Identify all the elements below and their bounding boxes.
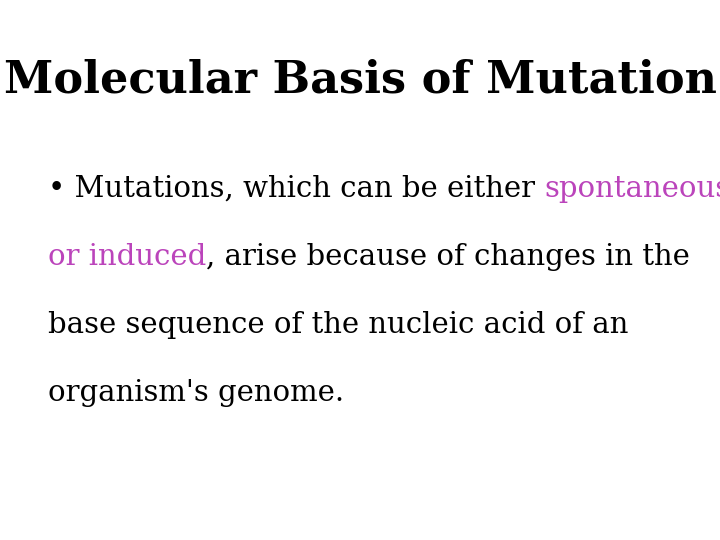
Text: spontaneous: spontaneous	[544, 175, 720, 203]
Text: or induced: or induced	[48, 243, 206, 271]
Text: , arise because of changes in the: , arise because of changes in the	[206, 243, 690, 271]
Text: base sequence of the nucleic acid of an: base sequence of the nucleic acid of an	[48, 311, 629, 339]
Text: Molecular Basis of Mutation: Molecular Basis of Mutation	[4, 58, 716, 102]
Text: organism's genome.: organism's genome.	[48, 379, 344, 407]
Text: • Mutations, which can be either: • Mutations, which can be either	[48, 175, 544, 203]
